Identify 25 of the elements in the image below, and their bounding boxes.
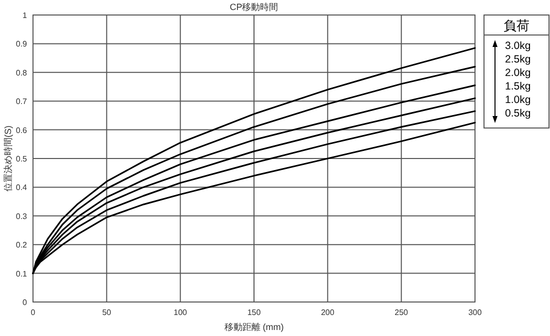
x-tick-label: 300 xyxy=(468,308,482,317)
y-tick-label: 0.9 xyxy=(16,40,28,49)
chart-title: CP移動時間 xyxy=(230,2,278,12)
y-tick-label: 0.3 xyxy=(16,212,28,221)
legend-label: 0.5kg xyxy=(505,108,531,120)
y-tick-label: 0.2 xyxy=(16,240,28,250)
x-tick-label: 150 xyxy=(247,308,262,317)
y-tick-label: 0.5 xyxy=(16,154,28,164)
x-axis-title: 移動距離 (mm) xyxy=(224,322,284,332)
x-tick-label: 250 xyxy=(394,308,409,317)
y-tick-label: 0.6 xyxy=(16,126,28,135)
legend-label: 3.0kg xyxy=(505,40,531,52)
x-tick-label: 0 xyxy=(30,308,36,317)
y-tick-label: 0.8 xyxy=(16,68,28,78)
legend-title: 負荷 xyxy=(504,18,530,33)
x-tick-label: 100 xyxy=(174,308,188,317)
y-axis-title: 位置決め時間(S) xyxy=(3,126,13,192)
y-tick-label: 1 xyxy=(22,11,28,20)
x-tick-label: 200 xyxy=(320,308,335,317)
x-tick-label: 50 xyxy=(102,308,112,317)
y-tick-label: 0.4 xyxy=(16,183,28,192)
y-tick-label: 0.7 xyxy=(16,97,28,106)
legend: 負荷 3.0kg 2.5kg 2.0kg 1.5kg 1.0kg 0.5kg xyxy=(484,14,550,128)
y-tick-label: 0 xyxy=(22,298,28,307)
y-tick-label: 0.1 xyxy=(16,269,28,278)
